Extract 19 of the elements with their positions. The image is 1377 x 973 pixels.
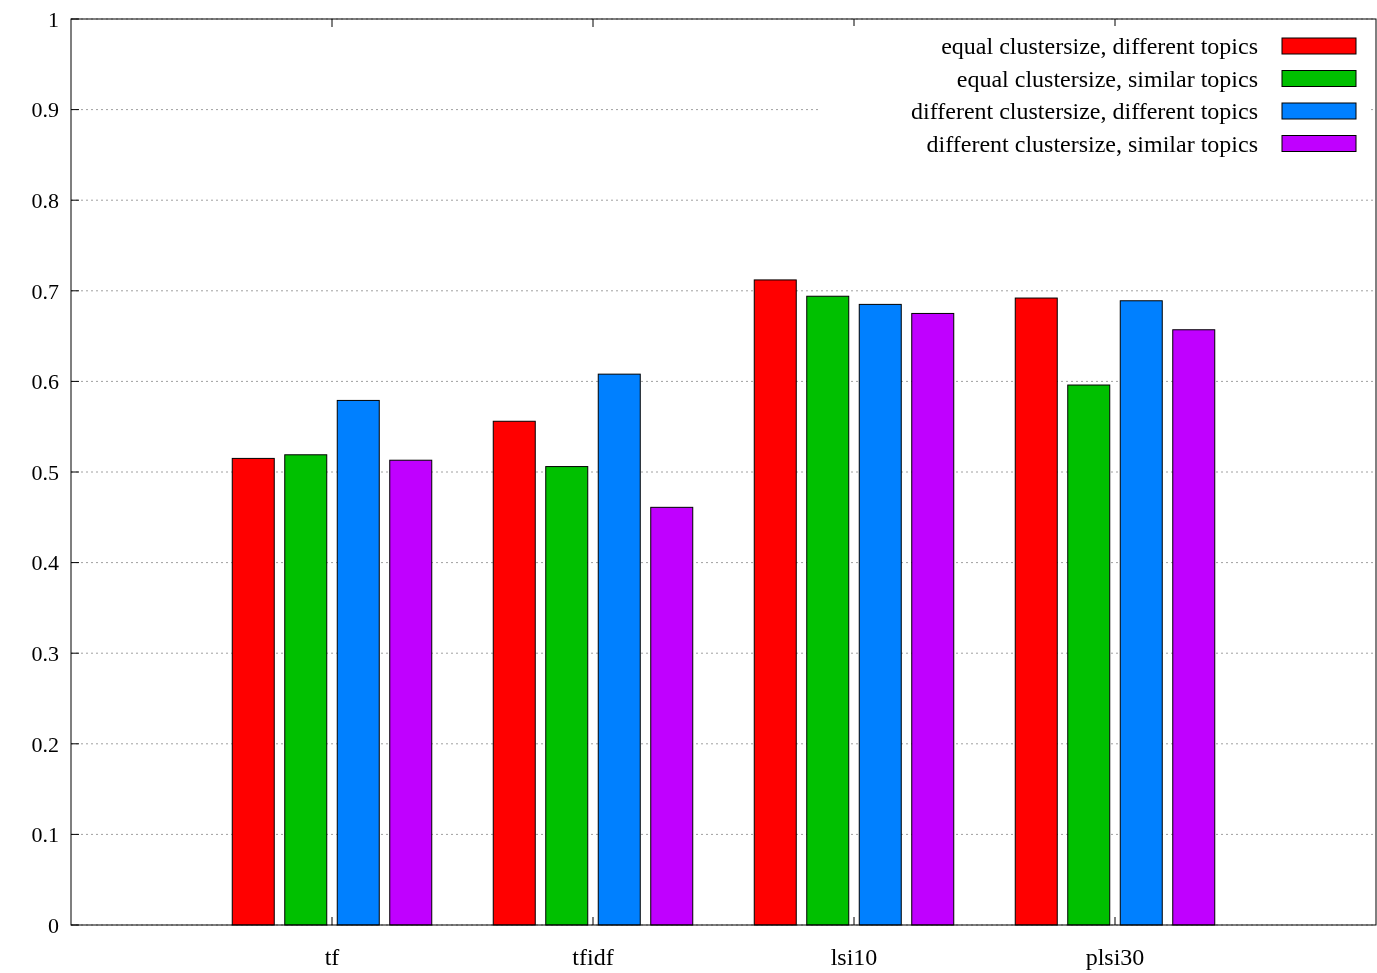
y-tick-label: 0.6	[31, 369, 59, 395]
y-tick-label: 0.5	[31, 459, 59, 485]
y-tick-label: 0.8	[31, 187, 59, 213]
x-tick-label: tfidf	[572, 944, 614, 970]
y-tick-label: 0.7	[31, 278, 59, 304]
y-tick-label: 0.4	[31, 550, 59, 576]
x-tick-label: plsi30	[1085, 944, 1145, 970]
legend-label: different clustersize, different topics	[911, 98, 1258, 125]
x-tick-label: lsi10	[830, 944, 878, 970]
legend-label: equal clustersize, similar topics	[956, 65, 1258, 92]
y-tick-label: 0	[48, 912, 59, 938]
legend-label: different clustersize, similar topics	[926, 130, 1258, 157]
legend-label: equal clustersize, different topics	[941, 33, 1258, 60]
y-tick-label: 1	[48, 6, 59, 32]
y-tick-label: 0.2	[31, 731, 59, 757]
y-tick-label: 0.9	[31, 97, 59, 123]
y-tick-label: 0.1	[31, 822, 59, 848]
x-tick-label: tf	[324, 944, 340, 970]
y-tick-label: 0.3	[31, 640, 59, 666]
